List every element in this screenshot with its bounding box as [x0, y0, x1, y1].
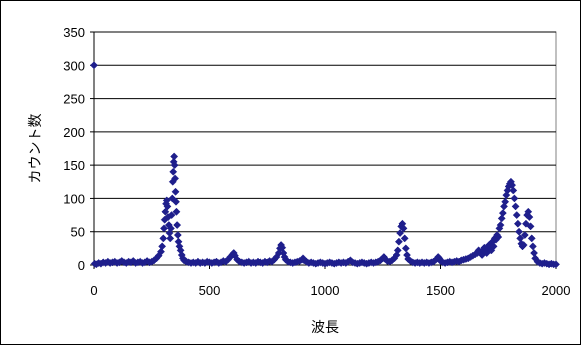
- data-point: [501, 197, 510, 206]
- y-tick-label: 250: [63, 92, 85, 107]
- data-point: [90, 61, 98, 70]
- y-tick-label: 200: [63, 125, 85, 140]
- data-point: [171, 187, 180, 196]
- data-point: [489, 242, 498, 251]
- data-point: [170, 152, 179, 161]
- data-point: [392, 251, 401, 259]
- data-point: [172, 197, 180, 206]
- data-point: [498, 209, 507, 218]
- x-tick-label: 1500: [426, 283, 455, 298]
- data-point: [509, 186, 518, 195]
- data-point: [525, 213, 534, 222]
- data-point: [172, 207, 181, 216]
- data-point: [170, 161, 179, 170]
- data-point: [166, 234, 175, 243]
- data-point: [400, 234, 409, 243]
- data-point: [160, 224, 168, 233]
- data-point: [497, 214, 506, 223]
- data-point: [528, 242, 537, 251]
- data-point: [401, 244, 410, 253]
- data-point: [511, 202, 520, 211]
- data-point: [166, 224, 175, 233]
- data-point: [522, 219, 530, 228]
- x-axis-title: 波長: [311, 320, 339, 336]
- data-point: [396, 229, 405, 237]
- data-point: [552, 260, 560, 269]
- data-point: [500, 202, 508, 211]
- tick-labels: 0 50 100 150 200 250 300 350 0 500 1000 1500 2000: [63, 25, 570, 298]
- data-point: [399, 224, 408, 233]
- data-point: [494, 233, 503, 241]
- y-tick-label: 300: [63, 58, 85, 73]
- data-point: [527, 234, 536, 243]
- y-tick-label: 350: [63, 25, 85, 40]
- data-point: [167, 211, 176, 220]
- y-tick-label: 150: [63, 158, 85, 173]
- data-point: [171, 174, 180, 183]
- y-tick-label: 0: [78, 258, 85, 273]
- x-tick-label: 2000: [542, 283, 571, 298]
- data-point: [515, 227, 523, 236]
- data-point: [393, 246, 402, 255]
- data-point: [158, 242, 167, 251]
- y-tick-label: 100: [63, 191, 85, 206]
- data-point: [157, 247, 165, 256]
- data-point: [496, 221, 505, 230]
- x-tick-label: 0: [90, 283, 97, 298]
- data-point: [512, 211, 521, 220]
- data-point: [510, 194, 519, 203]
- data-point: [503, 186, 512, 195]
- data-point: [163, 202, 172, 211]
- y-tick-label: 50: [71, 225, 85, 240]
- data-point: [520, 231, 529, 239]
- data-point: [169, 167, 178, 176]
- x-tick-label: 500: [199, 283, 221, 298]
- data-point: [159, 234, 168, 243]
- x-tick-label: 1000: [311, 283, 340, 298]
- data-points: [90, 61, 560, 269]
- data-point: [502, 191, 511, 200]
- data-point: [513, 219, 522, 228]
- y-axis-title: カウント数: [28, 114, 44, 184]
- data-point: [173, 221, 182, 230]
- data-point: [394, 237, 403, 246]
- data-point: [526, 222, 535, 231]
- data-point: [519, 241, 528, 249]
